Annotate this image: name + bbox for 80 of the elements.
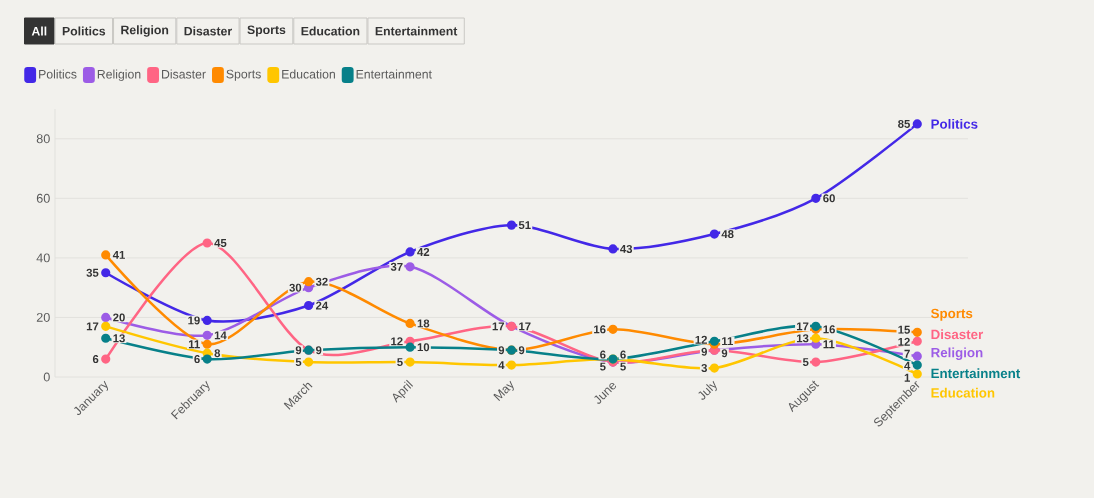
data-label: 12: [898, 337, 910, 346]
data-label: 12: [391, 337, 403, 346]
legend-label: Politics: [39, 69, 77, 79]
data-label: 5: [600, 362, 606, 371]
text: Education: [301, 26, 360, 36]
data-label: 42: [417, 247, 430, 256]
data-label: 9: [518, 346, 525, 355]
data-label: 13: [113, 334, 125, 343]
legend-label: Religion: [97, 69, 141, 81]
data-label: 4: [904, 361, 911, 370]
text: Politics: [62, 26, 106, 36]
y-tick-label: 60: [36, 193, 50, 203]
data-label: 17: [796, 322, 809, 331]
data-label: 9: [701, 347, 707, 356]
text: Entertainment: [375, 26, 458, 36]
data-label: 5: [620, 362, 626, 371]
data-label: 6: [92, 355, 99, 364]
data-label: 11: [188, 340, 200, 349]
data-label: 11: [823, 340, 835, 349]
data-label: 60: [823, 194, 835, 203]
text: Education: [931, 387, 995, 398]
text: Politics: [931, 118, 978, 129]
data-label: 5: [295, 358, 302, 367]
legend-label: Sports: [226, 69, 261, 81]
x-tick-label: May: [493, 380, 514, 401]
data-label: 9: [315, 346, 322, 355]
data-label: 14: [214, 331, 227, 340]
data-label: 19: [188, 316, 200, 325]
data-label: 16: [823, 325, 835, 334]
text: Sports: [930, 308, 973, 321]
data-label: 30: [289, 283, 302, 292]
text: Religion: [931, 347, 983, 360]
y-tick-label: 20: [36, 312, 50, 322]
data-label: 48: [721, 230, 734, 239]
data-label: 5: [802, 358, 809, 367]
data-label: 20: [113, 313, 125, 322]
text: Entertainment: [931, 368, 1021, 379]
text: Disaster: [184, 26, 232, 36]
data-label: 9: [498, 346, 505, 355]
data-label: 1: [904, 373, 910, 382]
data-label: 4: [498, 361, 505, 369]
data-label: 3: [701, 364, 708, 373]
y-tick-label: 80: [36, 134, 50, 144]
data-label: 6: [194, 355, 200, 364]
data-label: 7: [904, 349, 910, 358]
x-tick-label: July: [698, 380, 717, 400]
data-label: 10: [417, 343, 430, 352]
legend-label: Entertainment: [356, 69, 432, 79]
data-label: 37: [390, 262, 403, 271]
data-label: 17: [519, 322, 531, 331]
data-label: 9: [295, 346, 302, 355]
data-label: 11: [722, 337, 733, 346]
y-tick-label: 40: [36, 253, 50, 263]
y-tick-label: 0: [43, 372, 50, 382]
data-label: 85: [898, 119, 910, 128]
text: All: [31, 26, 47, 36]
data-label: 9: [721, 349, 728, 358]
data-label: 43: [620, 244, 633, 253]
data-label: 32: [315, 277, 328, 286]
data-label: 6: [620, 350, 626, 359]
data-label: 24: [315, 301, 329, 310]
data-label: 16: [594, 325, 606, 334]
data-label: 18: [417, 319, 430, 328]
data-label: 41: [112, 251, 125, 259]
data-label: 51: [518, 221, 531, 230]
data-label: 15: [898, 325, 910, 334]
data-label: 35: [86, 268, 99, 277]
data-label: 45: [214, 239, 227, 247]
data-label: 8: [214, 349, 221, 358]
legend-label: Disaster: [162, 69, 206, 79]
text: Religion: [121, 25, 169, 37]
data-label: 17: [492, 322, 505, 331]
data-label: 13: [796, 334, 809, 343]
data-label: 12: [695, 335, 707, 344]
data-label: 5: [397, 358, 403, 367]
text: Sports: [247, 25, 286, 37]
data-label: 6: [600, 350, 606, 359]
data-label: 17: [86, 322, 99, 331]
text: Disaster: [931, 329, 984, 340]
legend-label: Education: [282, 69, 335, 79]
